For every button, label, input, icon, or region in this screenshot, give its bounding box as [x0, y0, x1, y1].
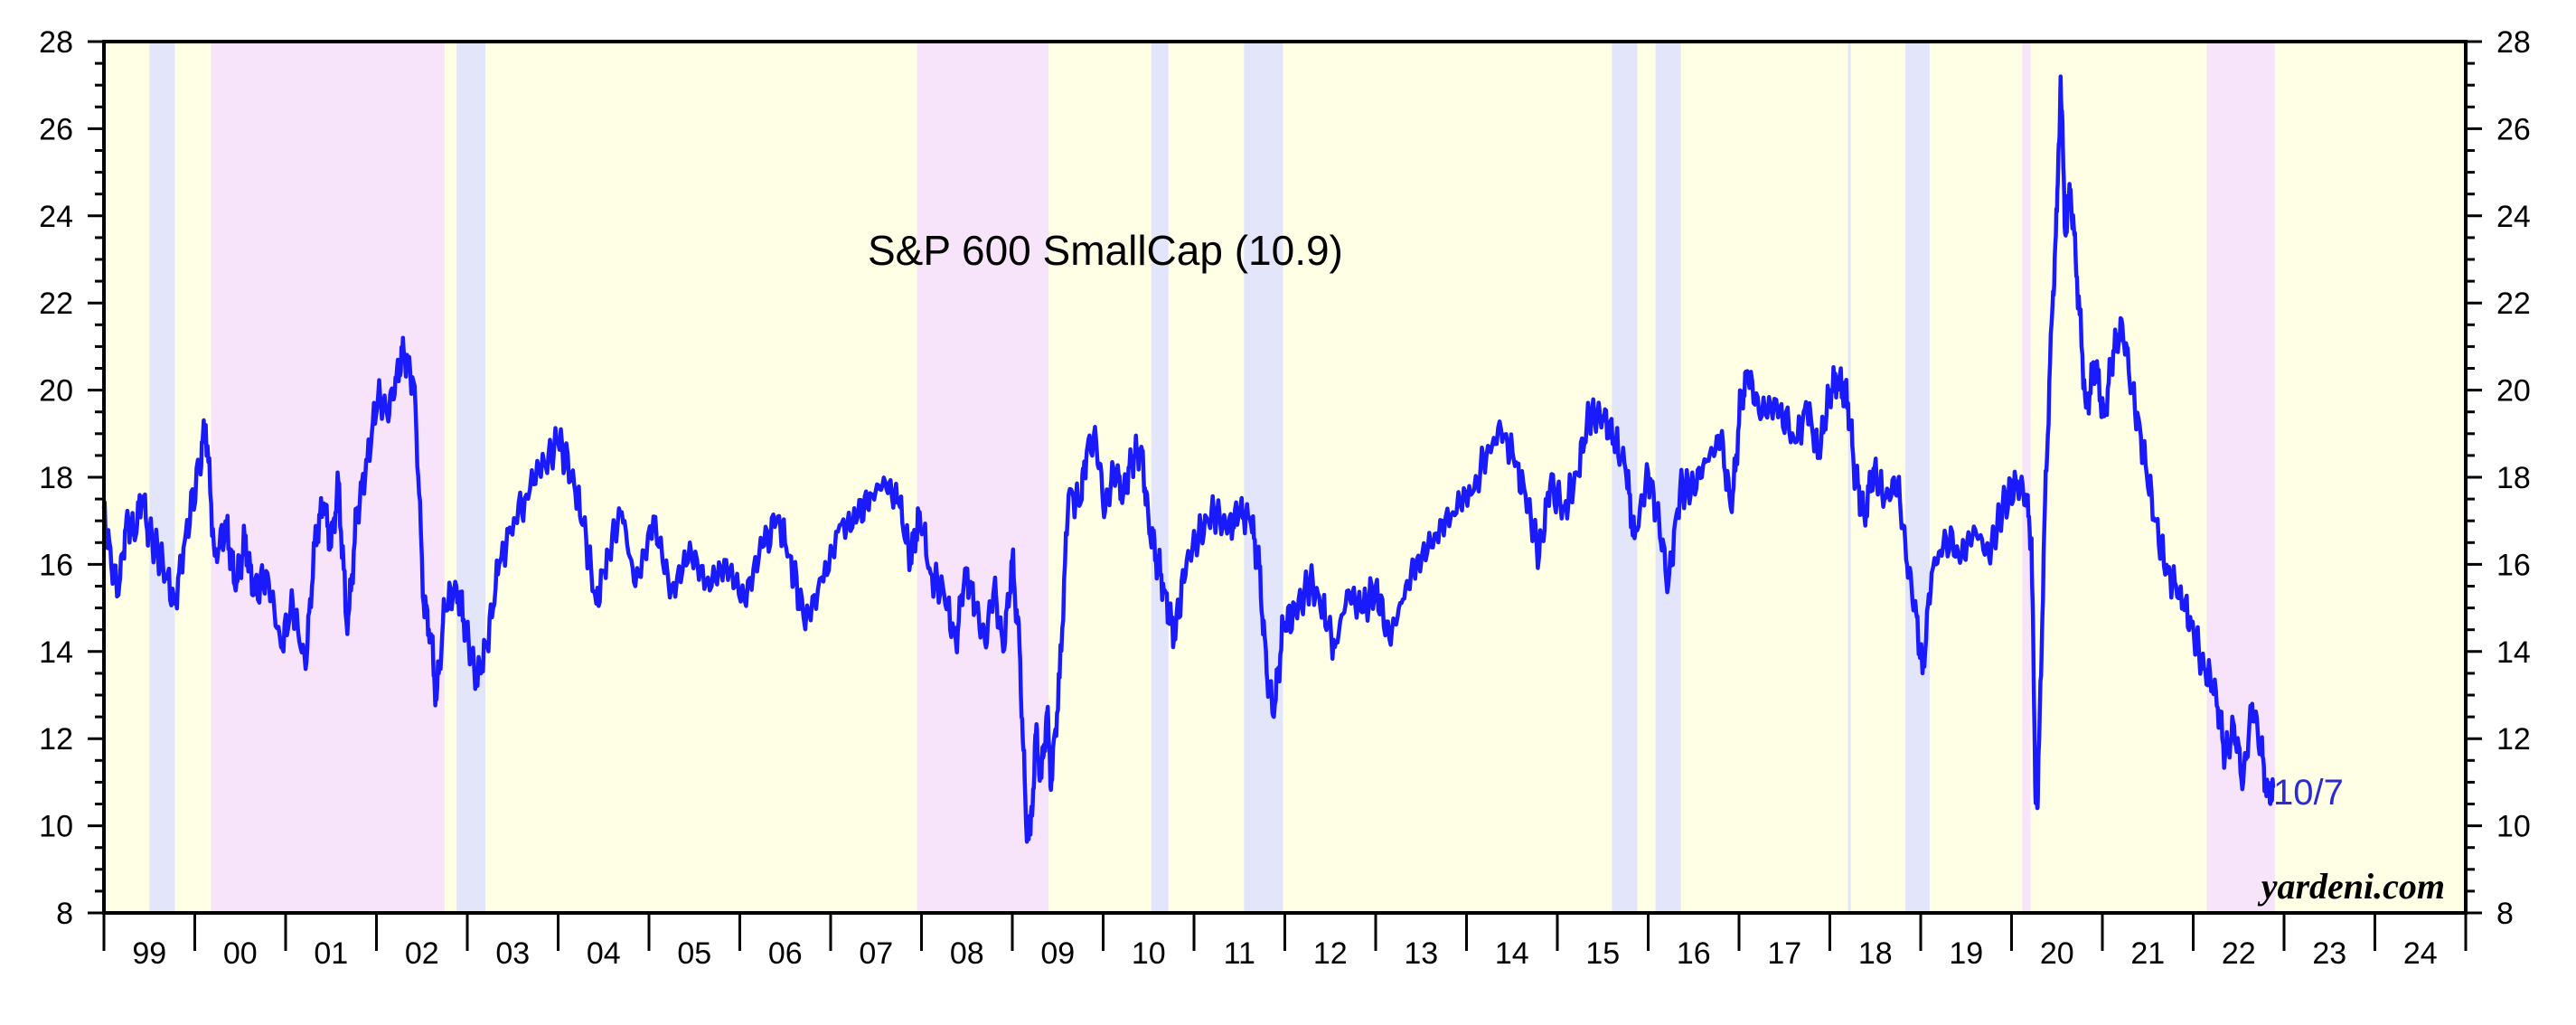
- shaded-period-correction: [149, 42, 175, 913]
- x-tick-label: 24: [2403, 936, 2438, 971]
- shaded-period-bear: [211, 42, 445, 913]
- x-tick-label: 23: [2312, 936, 2346, 971]
- x-tick-label: 03: [495, 936, 530, 971]
- y-tick-label-right: 10: [2496, 810, 2531, 844]
- x-tick-label: 00: [223, 936, 258, 971]
- series-layer: [101, 74, 2276, 844]
- x-tick-label: 02: [405, 936, 439, 971]
- x-tick-label: 99: [132, 936, 166, 971]
- axes: 8 8 10 10 12 12 14 14 16 16 18 18 20 20 22 22 24 24 26 26 28…: [39, 25, 2531, 971]
- x-tick-label: 13: [1404, 936, 1438, 971]
- y-tick-label-left: 28: [39, 25, 73, 60]
- x-tick-label: 11: [1224, 936, 1255, 971]
- x-tick-label: 14: [1495, 936, 1529, 971]
- x-tick-label: 06: [768, 936, 803, 971]
- y-tick-label-right: 16: [2496, 548, 2531, 582]
- y-tick-label-right: 8: [2496, 897, 2514, 931]
- x-tick-label: 17: [1767, 936, 1801, 971]
- x-tick-label: 07: [859, 936, 893, 971]
- y-tick-label-left: 20: [39, 374, 73, 409]
- shaded-period-correction: [1847, 42, 1851, 913]
- plot-area: [104, 42, 2466, 913]
- x-tick-label: 18: [1858, 936, 1893, 971]
- chart-title: S&P 600 SmallCap (10.9): [868, 227, 1343, 274]
- x-tick-label: 09: [1040, 936, 1075, 971]
- x-tick-label: 15: [1585, 936, 1620, 971]
- shaded-period-bear: [917, 42, 1049, 913]
- x-tick-label: 12: [1313, 936, 1348, 971]
- shaded-period-bear: [2022, 42, 2031, 913]
- series-line: [101, 74, 2276, 844]
- y-tick-label-right: 20: [2496, 374, 2531, 409]
- x-tick-label: 16: [1677, 936, 1711, 971]
- y-tick-label-left: 10: [39, 810, 73, 844]
- x-tick-label: 22: [2222, 936, 2256, 971]
- shaded-period-correction: [456, 42, 486, 913]
- shaded-period-correction: [1244, 42, 1283, 913]
- x-tick-label: 19: [1949, 936, 1983, 971]
- y-tick-label-right: 28: [2496, 25, 2531, 60]
- y-tick-label-left: 18: [39, 461, 73, 495]
- x-tick-label: 04: [587, 936, 621, 971]
- x-tick-label: 21: [2130, 936, 2165, 971]
- x-tick-label: 01: [314, 936, 348, 971]
- y-tick-label-right: 18: [2496, 461, 2531, 495]
- y-tick-label-left: 24: [39, 200, 73, 234]
- y-tick-label-right: 24: [2496, 200, 2531, 234]
- y-tick-label-left: 14: [39, 635, 73, 670]
- y-tick-label-right: 14: [2496, 635, 2531, 670]
- y-tick-label-right: 22: [2496, 287, 2531, 321]
- y-tick-label-left: 12: [39, 722, 73, 757]
- x-tick-label: 05: [677, 936, 711, 971]
- shaded-period-correction: [1655, 42, 1681, 913]
- y-tick-label-right: 12: [2496, 722, 2531, 757]
- y-tick-label-left: 22: [39, 287, 73, 321]
- x-tick-label: 10: [1132, 936, 1166, 971]
- y-tick-label-left: 16: [39, 548, 73, 582]
- end-date-label: 10/7: [2273, 773, 2344, 813]
- x-tick-label: 08: [950, 936, 984, 971]
- source-watermark: yardeni.com: [2258, 866, 2445, 907]
- plot-background: [104, 42, 2466, 913]
- shaded-period-correction: [1904, 42, 1931, 913]
- x-tick-label: 20: [2040, 936, 2074, 971]
- shaded-periods: [149, 42, 2275, 913]
- shaded-period-correction: [1151, 42, 1169, 913]
- y-tick-label-left: 8: [56, 897, 73, 931]
- y-tick-label-left: 26: [39, 112, 73, 146]
- y-tick-label-right: 26: [2496, 112, 2531, 146]
